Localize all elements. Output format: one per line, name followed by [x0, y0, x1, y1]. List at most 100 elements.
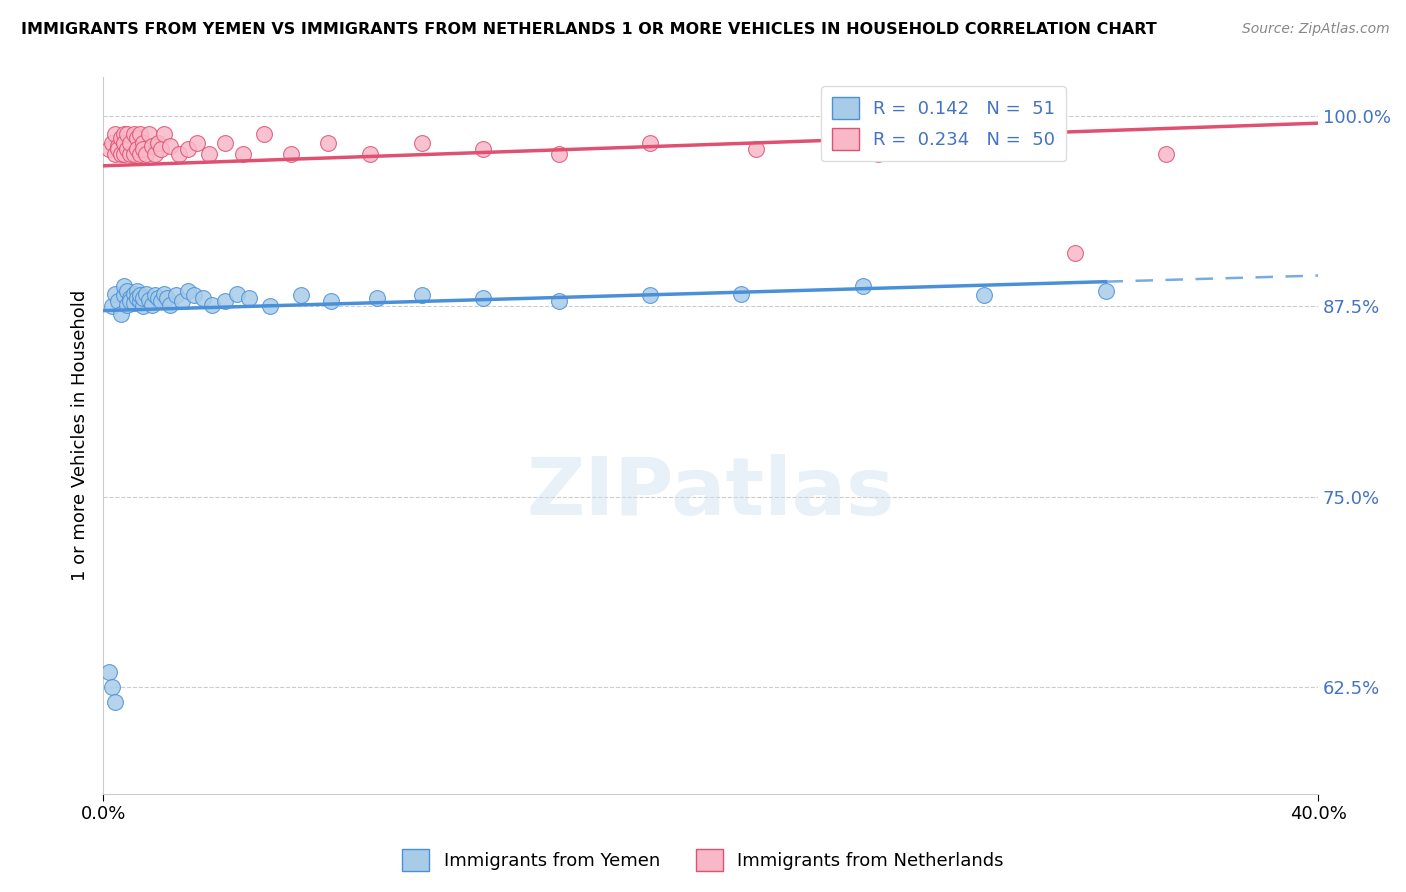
Point [122, 296, 145, 310]
Point [131, 142, 153, 156]
Point [107, 139, 129, 153]
Point [253, 127, 276, 141]
Point [110, 307, 132, 321]
Point [214, 294, 236, 309]
Point [146, 136, 169, 150]
Point [112, 288, 135, 302]
Point [143, 146, 166, 161]
Point [1154, 146, 1177, 161]
Point [366, 292, 388, 306]
Point [104, 695, 127, 709]
Point [193, 292, 215, 306]
Legend: R =  0.142   N =  51, R =  0.234   N =  50: R = 0.142 N = 51, R = 0.234 N = 50 [821, 87, 1066, 161]
Point [120, 136, 142, 150]
Point [112, 127, 135, 141]
Point [117, 142, 139, 156]
Point [198, 146, 221, 161]
Point [149, 142, 172, 156]
Point [117, 127, 139, 141]
Point [471, 142, 494, 156]
Legend: Immigrants from Yemen, Immigrants from Netherlands: Immigrants from Yemen, Immigrants from N… [395, 842, 1011, 879]
Point [141, 139, 163, 153]
Point [104, 127, 127, 141]
Point [973, 288, 995, 302]
Point [122, 127, 145, 141]
Point [143, 288, 166, 302]
Point [159, 139, 181, 153]
Point [638, 288, 661, 302]
Point [1002, 136, 1025, 150]
Point [186, 136, 208, 150]
Point [290, 288, 312, 302]
Point [104, 146, 127, 161]
Point [1064, 245, 1087, 260]
Point [471, 292, 494, 306]
Point [120, 294, 142, 309]
Point [156, 292, 179, 306]
Point [122, 146, 145, 161]
Point [201, 297, 224, 311]
Point [138, 127, 160, 141]
Point [98, 665, 121, 679]
Point [225, 286, 247, 301]
Point [128, 294, 150, 309]
Point [112, 279, 135, 293]
Point [98, 142, 121, 156]
Point [107, 294, 129, 309]
Text: IMMIGRANTS FROM YEMEN VS IMMIGRANTS FROM NETHERLANDS 1 OR MORE VEHICLES IN HOUSE: IMMIGRANTS FROM YEMEN VS IMMIGRANTS FROM… [21, 22, 1157, 37]
Point [101, 136, 124, 150]
Point [547, 146, 569, 161]
Point [117, 297, 139, 311]
Point [730, 286, 752, 301]
Point [153, 127, 176, 141]
Point [141, 297, 163, 311]
Point [177, 142, 200, 156]
Point [547, 294, 569, 309]
Point [232, 146, 254, 161]
Point [104, 286, 127, 301]
Point [125, 292, 148, 306]
Point [172, 294, 194, 309]
Point [117, 284, 139, 298]
Point [153, 286, 176, 301]
Point [122, 286, 145, 301]
Point [120, 146, 142, 161]
Point [125, 142, 148, 156]
Point [128, 146, 150, 161]
Point [125, 131, 148, 145]
Point [101, 680, 124, 694]
Point [1094, 284, 1116, 298]
Point [146, 292, 169, 306]
Text: Source: ZipAtlas.com: Source: ZipAtlas.com [1241, 22, 1389, 37]
Y-axis label: 1 or more Vehicles in Household: 1 or more Vehicles in Household [72, 290, 89, 582]
Point [165, 288, 187, 302]
Point [745, 142, 768, 156]
Point [319, 294, 342, 309]
Point [866, 146, 889, 161]
Point [411, 136, 433, 150]
Point [238, 292, 260, 306]
Point [131, 299, 153, 313]
Point [101, 299, 124, 313]
Point [259, 299, 281, 313]
Point [359, 146, 381, 161]
Point [851, 279, 873, 293]
Point [112, 146, 135, 161]
Point [638, 136, 661, 150]
Point [120, 292, 142, 306]
Point [411, 288, 433, 302]
Point [214, 136, 236, 150]
Point [110, 131, 132, 145]
Point [110, 146, 132, 161]
Point [159, 297, 181, 311]
Point [149, 294, 172, 309]
Point [135, 146, 157, 161]
Point [183, 288, 205, 302]
Point [316, 136, 339, 150]
Point [167, 146, 190, 161]
Point [128, 127, 150, 141]
Text: ZIPatlas: ZIPatlas [526, 454, 894, 532]
Point [107, 142, 129, 156]
Point [131, 136, 153, 150]
Point [138, 293, 160, 307]
